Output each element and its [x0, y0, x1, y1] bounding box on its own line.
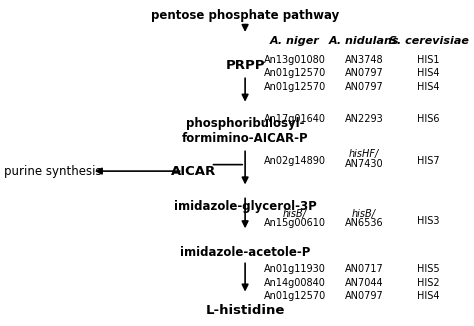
Text: HIS3: HIS3 [417, 216, 440, 226]
Text: AN0797: AN0797 [345, 291, 383, 302]
Text: An14g00840: An14g00840 [264, 278, 326, 288]
Text: HIS4: HIS4 [417, 291, 440, 302]
Text: AN7430: AN7430 [345, 159, 383, 169]
Text: phosphoribulosyl-
formimino-AICAR-P: phosphoribulosyl- formimino-AICAR-P [182, 116, 309, 144]
Text: AN2293: AN2293 [345, 114, 383, 124]
Text: An02g14890: An02g14890 [264, 156, 326, 166]
Text: S. cerevisiae: S. cerevisiae [389, 36, 468, 46]
Text: A. niger: A. niger [270, 36, 319, 46]
Text: purine synthesis: purine synthesis [4, 165, 102, 178]
Text: An17g01640: An17g01640 [264, 114, 326, 124]
Text: An01g11930: An01g11930 [264, 264, 326, 274]
Text: AN0797: AN0797 [345, 68, 383, 79]
Text: HIS2: HIS2 [417, 278, 440, 288]
Text: HIS1: HIS1 [417, 55, 440, 65]
Text: HIS6: HIS6 [417, 114, 440, 124]
Text: imidazole-glycerol-3P: imidazole-glycerol-3P [174, 200, 317, 213]
Text: AN0717: AN0717 [345, 264, 383, 274]
Text: AN3748: AN3748 [345, 55, 383, 65]
Text: An15g00610: An15g00610 [264, 218, 326, 229]
Text: AN0797: AN0797 [345, 82, 383, 92]
Text: An01g12570: An01g12570 [264, 291, 326, 302]
Text: hisHF/: hisHF/ [349, 149, 379, 159]
Text: hisB/: hisB/ [352, 209, 376, 219]
Text: hisB/: hisB/ [283, 209, 307, 219]
Text: AICAR: AICAR [171, 165, 216, 178]
Text: An01g12570: An01g12570 [264, 82, 326, 92]
Text: An01g12570: An01g12570 [264, 68, 326, 79]
Text: AN6536: AN6536 [345, 218, 383, 229]
Text: imidazole-acetole-P: imidazole-acetole-P [180, 246, 310, 259]
Text: An13g01080: An13g01080 [264, 55, 326, 65]
Text: HIS4: HIS4 [417, 82, 440, 92]
Text: A. nidulans: A. nidulans [328, 36, 399, 46]
Text: PRPP: PRPP [225, 59, 265, 72]
Text: HIS4: HIS4 [417, 68, 440, 79]
Text: HIS5: HIS5 [417, 264, 440, 274]
Text: AN7044: AN7044 [345, 278, 383, 288]
Text: HIS7: HIS7 [417, 156, 440, 166]
Text: pentose phosphate pathway: pentose phosphate pathway [151, 9, 339, 22]
Text: L-histidine: L-histidine [205, 304, 285, 317]
